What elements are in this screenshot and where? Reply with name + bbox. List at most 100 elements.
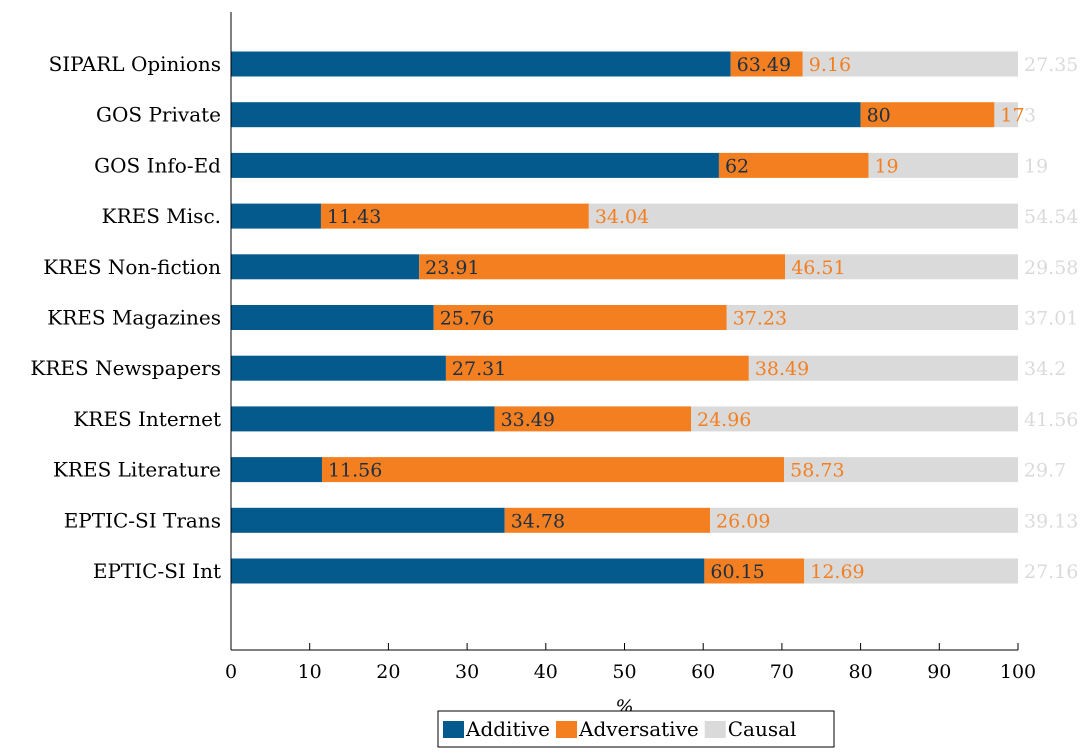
axes-layer: SIPARL Opinions GOS Private GOS Info-Ed KRE… bbox=[30, 12, 1036, 718]
value-label-causal-7: 41.56 bbox=[1024, 409, 1078, 431]
value-label-causal-4: 29.58 bbox=[1024, 257, 1078, 279]
value-label-adversative-2: 19 bbox=[874, 155, 898, 177]
bar-adversative-4 bbox=[419, 254, 786, 280]
bar-additive-0 bbox=[231, 51, 731, 77]
value-label-adversative-9: 26.09 bbox=[716, 510, 770, 532]
bar-adversative-2 bbox=[718, 152, 869, 178]
bar-causal-6 bbox=[748, 355, 1018, 381]
x-tick-label: 80 bbox=[849, 661, 873, 683]
category-label: GOS Info-Ed bbox=[94, 153, 221, 177]
value-label-adversative-7: 24.96 bbox=[697, 409, 751, 431]
x-tick-label: 50 bbox=[612, 661, 636, 683]
bar-adversative-0 bbox=[730, 51, 803, 77]
bar-causal-10 bbox=[804, 558, 1018, 584]
value-label-additive-0: 63.49 bbox=[737, 54, 791, 76]
value-label-causal-8: 29.7 bbox=[1024, 460, 1066, 482]
value-labels-layer: 63.49 9.16 27.35 80 17 3 62 19 19 11.43 34.04 54.54… bbox=[327, 54, 1078, 583]
value-label-causal-3: 54.54 bbox=[1024, 206, 1078, 228]
legend-box bbox=[437, 710, 835, 748]
value-label-additive-1: 80 bbox=[867, 105, 891, 127]
bar-causal-5 bbox=[726, 305, 1018, 330]
value-label-adversative-10: 12.69 bbox=[810, 561, 864, 583]
legend-label-adversative: Adversative bbox=[578, 717, 699, 741]
bar-additive-3 bbox=[231, 203, 321, 229]
bar-causal-7 bbox=[691, 406, 1018, 432]
value-label-additive-3: 11.43 bbox=[327, 206, 381, 228]
x-tick-label: 10 bbox=[298, 661, 322, 683]
value-label-causal-6: 34.2 bbox=[1024, 358, 1066, 380]
value-label-adversative-5: 37.23 bbox=[733, 308, 787, 330]
category-label: GOS Private bbox=[96, 103, 221, 127]
bar-additive-2 bbox=[231, 152, 719, 178]
value-label-adversative-3: 34.04 bbox=[595, 206, 649, 228]
bar-causal-8 bbox=[784, 457, 1018, 483]
bar-causal-0 bbox=[802, 51, 1018, 77]
value-label-adversative-1: 17 bbox=[1000, 105, 1024, 127]
value-label-adversative-6: 38.49 bbox=[755, 358, 809, 380]
x-tick-label: 60 bbox=[691, 661, 715, 683]
value-label-additive-2: 62 bbox=[725, 155, 749, 177]
bar-additive-4 bbox=[231, 254, 420, 280]
value-label-causal-0: 27.35 bbox=[1024, 54, 1078, 76]
legend-label-causal: Causal bbox=[728, 717, 797, 741]
value-label-adversative-4: 46.51 bbox=[791, 257, 845, 279]
value-label-additive-8: 11.56 bbox=[328, 460, 382, 482]
value-label-additive-9: 34.78 bbox=[511, 510, 565, 532]
legend: Additive Adversative Causal bbox=[437, 710, 835, 748]
value-label-adversative-0: 9.16 bbox=[809, 54, 851, 76]
bar-causal-2 bbox=[868, 152, 1018, 178]
bar-additive-8 bbox=[231, 457, 322, 483]
category-label: KRES Literature bbox=[53, 458, 221, 482]
bar-adversative-1 bbox=[860, 102, 995, 128]
category-label: EPTIC-SI Trans bbox=[64, 508, 221, 532]
value-label-causal-10: 27.16 bbox=[1024, 561, 1078, 583]
x-tick-label: 70 bbox=[770, 661, 794, 683]
bar-additive-5 bbox=[231, 305, 434, 330]
bar-adversative-9 bbox=[504, 507, 711, 533]
legend-swatch-additive bbox=[443, 721, 464, 738]
bar-causal-1 bbox=[994, 102, 1018, 128]
x-tick-label: 0 bbox=[225, 661, 237, 683]
x-tick-label: 30 bbox=[455, 661, 479, 683]
bar-causal-9 bbox=[710, 507, 1018, 533]
legend-swatch-causal bbox=[704, 721, 726, 738]
category-label: KRES Non-fiction bbox=[43, 255, 221, 279]
x-tick-label: 90 bbox=[927, 661, 951, 683]
value-label-additive-6: 27.31 bbox=[452, 358, 506, 380]
value-label-additive-10: 60.15 bbox=[710, 561, 764, 583]
category-label: KRES Misc. bbox=[102, 204, 221, 228]
x-tick-label: 40 bbox=[534, 661, 558, 683]
legend-swatch-adversative bbox=[556, 721, 578, 738]
value-label-causal-5: 37.01 bbox=[1024, 308, 1078, 330]
bar-additive-1 bbox=[231, 102, 861, 128]
category-label: KRES Newspapers bbox=[30, 356, 221, 380]
bar-additive-9 bbox=[231, 507, 505, 533]
bar-causal-4 bbox=[785, 254, 1018, 280]
bar-adversative-3 bbox=[320, 203, 589, 229]
bar-additive-7 bbox=[231, 406, 495, 432]
bar-causal-3 bbox=[588, 203, 1018, 229]
bar-adversative-7 bbox=[494, 406, 692, 432]
value-label-causal-2: 19 bbox=[1024, 155, 1048, 177]
bar-adversative-10 bbox=[704, 558, 805, 584]
bar-additive-6 bbox=[231, 355, 446, 381]
bar-additive-10 bbox=[231, 558, 705, 584]
value-label-additive-7: 33.49 bbox=[501, 409, 555, 431]
value-label-adversative-8: 58.73 bbox=[790, 460, 844, 482]
x-tick-label: 20 bbox=[376, 661, 400, 683]
category-label: EPTIC-SI Int bbox=[93, 559, 221, 583]
category-label: SIPARL Opinions bbox=[49, 52, 221, 76]
x-tick-label: 100 bbox=[1000, 661, 1036, 683]
bars-layer bbox=[231, 51, 1018, 584]
bar-adversative-5 bbox=[433, 305, 727, 330]
value-label-additive-5: 25.76 bbox=[440, 308, 494, 330]
legend-label-additive: Additive bbox=[465, 717, 550, 741]
value-label-causal-1: 3 bbox=[1024, 105, 1036, 127]
bar-adversative-8 bbox=[321, 457, 785, 483]
value-label-causal-9: 39.13 bbox=[1024, 510, 1078, 532]
bar-adversative-6 bbox=[445, 355, 749, 381]
category-label: KRES Magazines bbox=[47, 306, 221, 330]
category-label: KRES Internet bbox=[73, 407, 221, 431]
value-label-additive-4: 23.91 bbox=[425, 257, 479, 279]
